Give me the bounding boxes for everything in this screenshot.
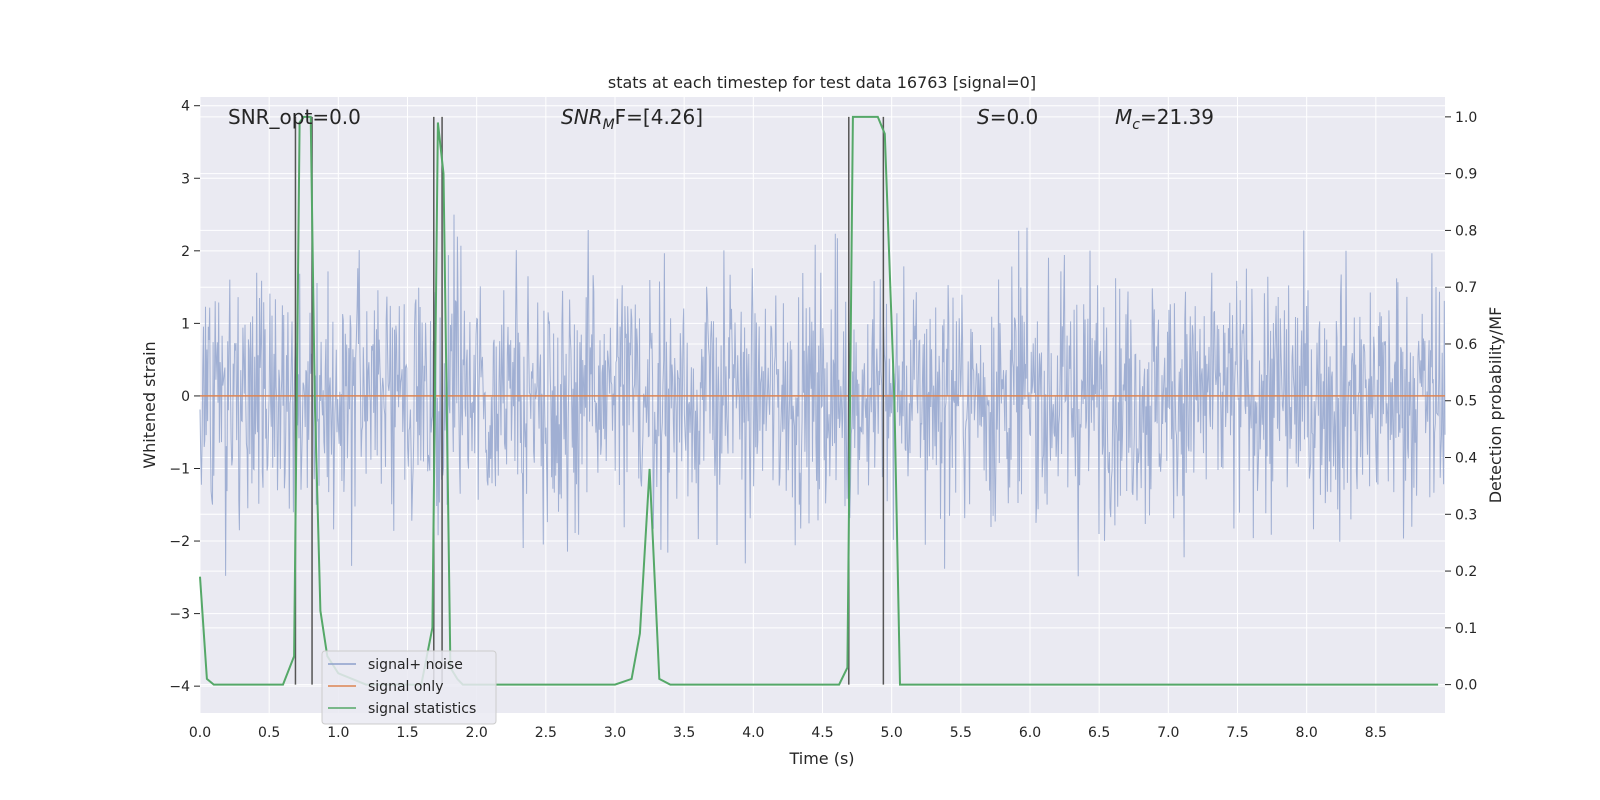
x-tick-label: 1.0 [327, 725, 349, 741]
y-right-tick-label: 0.5 [1455, 394, 1477, 410]
x-tick-label: 6.5 [1088, 725, 1110, 741]
grid-horizontal-left [200, 105, 1445, 687]
y-left-tick-label: −3 [169, 607, 190, 623]
y-left-tick-label: −1 [169, 461, 190, 477]
y-axis-left-ticks: 4 3 2 1 0 −1 −2 −3 −4 [169, 99, 200, 695]
annotation-snr-mf: SNRMF=[4.26] [561, 105, 703, 133]
annotation-s-tail: =0.0 [990, 105, 1039, 129]
x-tick-label: 5.0 [881, 725, 903, 741]
annotation-s-main: S [977, 105, 990, 129]
series-signal-noise [199, 214, 1446, 577]
annotation-snr-opt: SNR_opt=0.0 [228, 105, 361, 129]
y-right-tick-label: 0.0 [1455, 678, 1477, 694]
y-right-tick-label: 0.1 [1455, 621, 1477, 637]
y-left-tick-label: 4 [181, 99, 190, 115]
annotation-mc: Mc=21.39 [1115, 105, 1214, 133]
x-tick-label: 3.0 [604, 725, 626, 741]
y-left-tick-label: −4 [169, 679, 190, 695]
annotation-snr-mf-main: SNR [561, 105, 603, 129]
x-tick-label: 3.5 [673, 725, 695, 741]
y-left-tick-label: 0 [181, 389, 190, 405]
x-tick-label: 0.5 [258, 725, 280, 741]
legend: signal+ noise signal only signal statist… [321, 650, 497, 725]
y-axis-right-label: Detection probability/MF [1486, 307, 1505, 504]
x-tick-label: 7.0 [1157, 725, 1179, 741]
x-tick-label: 8.0 [1296, 725, 1318, 741]
y-left-tick-label: 3 [181, 171, 190, 187]
y-right-tick-label: 0.9 [1455, 167, 1477, 183]
y-left-tick-label: −2 [169, 534, 190, 550]
annotation-mc-main: M [1115, 105, 1132, 129]
annotation-s: S=0.0 [977, 105, 1038, 129]
y-right-tick-label: 0.3 [1455, 507, 1477, 523]
y-right-tick-label: 1.0 [1455, 110, 1477, 126]
y-right-tick-label: 0.7 [1455, 280, 1477, 296]
y-left-tick-label: 1 [181, 316, 190, 332]
legend-box [321, 650, 497, 725]
y-right-tick-label: 0.8 [1455, 223, 1477, 239]
legend-label-signal-statistics: signal statistics [368, 701, 476, 717]
x-tick-label: 7.5 [1226, 725, 1248, 741]
y-right-tick-label: 0.4 [1455, 451, 1477, 467]
annotation-mc-sub: c [1132, 117, 1140, 133]
x-tick-label: 4.0 [742, 725, 764, 741]
x-tick-label: 1.5 [396, 725, 418, 741]
x-tick-label: 4.5 [811, 725, 833, 741]
x-tick-label: 2.5 [535, 725, 557, 741]
legend-label-signal-only: signal only [368, 679, 443, 695]
x-tick-label: 2.0 [466, 725, 488, 741]
y-left-tick-label: 2 [181, 244, 190, 260]
chart-title: stats at each timestep for test data 167… [608, 73, 1036, 92]
y-axis-left-label: Whitened strain [140, 341, 159, 468]
y-axis-right-ticks: 1.0 0.9 0.8 0.7 0.6 0.5 0.4 0.3 0.2 0.1 0.0 [1445, 110, 1477, 694]
x-tick-label: 0.0 [189, 725, 211, 741]
x-tick-label: 5.5 [950, 725, 972, 741]
y-right-tick-label: 0.6 [1455, 337, 1477, 353]
y-right-tick-label: 0.2 [1455, 564, 1477, 580]
legend-label-signal-noise: signal+ noise [368, 657, 463, 673]
annotation-snr-mf-tail: F=[4.26] [615, 105, 703, 129]
x-axis-ticks: 0.0 0.5 1.0 1.5 2.0 2.5 3.0 3.5 4.0 4.5 5.0 5.5 6.0 6… [189, 725, 1387, 741]
x-tick-label: 8.5 [1365, 725, 1387, 741]
noise-trace [199, 214, 1446, 577]
x-axis-label: Time (s) [788, 749, 854, 768]
annotation-mc-tail: =21.39 [1140, 105, 1214, 129]
x-tick-label: 6.0 [1019, 725, 1041, 741]
annotation-snr-mf-sub: M [603, 117, 615, 133]
